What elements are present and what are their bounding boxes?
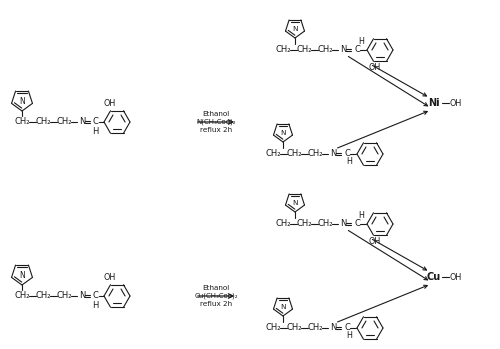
Text: CH₂: CH₂ <box>265 149 281 158</box>
Text: Cu: Cu <box>427 272 441 282</box>
Text: C: C <box>354 45 360 54</box>
Text: CH₂: CH₂ <box>35 118 51 126</box>
Text: H: H <box>346 157 352 166</box>
Text: CH₂: CH₂ <box>35 291 51 300</box>
Text: CH₂: CH₂ <box>307 149 323 158</box>
Text: N: N <box>79 118 85 126</box>
Text: OH: OH <box>450 98 462 107</box>
Text: N: N <box>340 220 346 229</box>
Text: CH₂: CH₂ <box>14 291 30 300</box>
Text: CH₂: CH₂ <box>307 324 323 333</box>
Text: CH₂: CH₂ <box>296 45 312 54</box>
Text: reflux 2h: reflux 2h <box>200 127 232 133</box>
Text: N: N <box>19 97 25 105</box>
Text: CH₂: CH₂ <box>318 220 333 229</box>
Text: H: H <box>358 211 364 221</box>
Text: CH₂: CH₂ <box>14 118 30 126</box>
Text: OH: OH <box>369 238 381 246</box>
Text: OH: OH <box>450 273 462 282</box>
Text: C: C <box>92 291 98 300</box>
Text: C: C <box>92 118 98 126</box>
Text: C: C <box>344 149 350 158</box>
Text: Ethanol: Ethanol <box>202 111 230 117</box>
Text: N: N <box>292 200 298 206</box>
Text: reflux 2h: reflux 2h <box>200 301 232 307</box>
Text: OH: OH <box>104 99 116 109</box>
Text: N: N <box>280 304 286 310</box>
Text: N: N <box>330 149 336 158</box>
Text: N: N <box>292 26 298 32</box>
Text: H: H <box>92 300 98 310</box>
Text: N: N <box>79 291 85 300</box>
Text: CH₂: CH₂ <box>265 324 281 333</box>
Text: C: C <box>354 220 360 229</box>
Text: CH₂: CH₂ <box>56 291 72 300</box>
Text: H: H <box>346 332 352 341</box>
Text: N(CH₃Coo)₂: N(CH₃Coo)₂ <box>196 119 236 125</box>
Text: N: N <box>19 270 25 280</box>
Text: C: C <box>344 324 350 333</box>
Text: CH₂: CH₂ <box>275 45 291 54</box>
Text: OH: OH <box>104 274 116 282</box>
Text: H: H <box>358 37 364 46</box>
Text: CH₂: CH₂ <box>296 220 312 229</box>
Text: Ni: Ni <box>428 98 440 108</box>
Text: CH₂: CH₂ <box>286 149 302 158</box>
Text: CH₂: CH₂ <box>56 118 72 126</box>
Text: N: N <box>330 324 336 333</box>
Text: N: N <box>340 45 346 54</box>
Text: H: H <box>92 126 98 135</box>
Text: CH₂: CH₂ <box>275 220 291 229</box>
Text: OH: OH <box>369 64 381 73</box>
Text: N: N <box>280 130 286 136</box>
Text: Cu(CH₃Coo)₂: Cu(CH₃Coo)₂ <box>194 293 238 299</box>
Text: CH₂: CH₂ <box>318 45 333 54</box>
Text: Ethanol: Ethanol <box>202 285 230 291</box>
Text: CH₂: CH₂ <box>286 324 302 333</box>
